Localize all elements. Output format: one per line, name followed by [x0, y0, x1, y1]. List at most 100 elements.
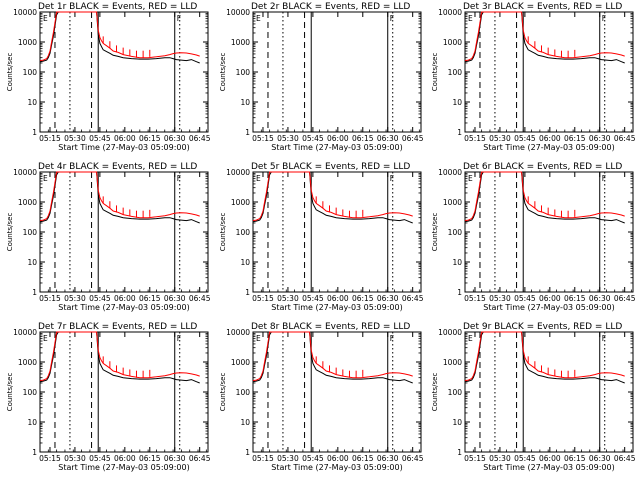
- x-tick-label: 06:45: [402, 134, 424, 143]
- region-tag: E: [43, 14, 48, 23]
- y-tick-label: 1000: [443, 358, 462, 367]
- x-tick-label: 06:30: [164, 294, 186, 303]
- x-axis-label: Start Time (27-May-03 05:09:00): [483, 303, 614, 312]
- x-tick-label: 05:30: [277, 454, 299, 463]
- series-lld-line: [39, 171, 200, 222]
- x-axis-label: Start Time (27-May-03 05:09:00): [58, 143, 189, 152]
- x-tick-label: 05:30: [489, 454, 511, 463]
- x-tick-label: 05:15: [39, 454, 61, 463]
- series-events-line: [252, 171, 413, 224]
- y-tick-label: 1: [245, 128, 250, 137]
- y-tick-label: 100: [236, 388, 251, 397]
- x-tick-label: 05:45: [302, 134, 324, 143]
- x-axis-label: Start Time (27-May-03 05:09:00): [271, 303, 402, 312]
- x-tick-label: 05:30: [277, 134, 299, 143]
- y-tick-label: 1000: [18, 358, 37, 367]
- y-tick-label: 1000: [443, 38, 462, 47]
- x-tick-label: 05:15: [39, 134, 61, 143]
- x-tick-label: 05:45: [514, 454, 536, 463]
- y-tick-label: 100: [448, 388, 463, 397]
- y-tick-label: 10: [452, 258, 462, 267]
- region-tag: E: [468, 174, 473, 183]
- x-tick-label: 06:30: [377, 294, 399, 303]
- x-tick-label: 06:45: [189, 454, 211, 463]
- x-tick-label: 05:45: [514, 294, 536, 303]
- panel-title: Det 3r BLACK = Events, RED = LLD: [463, 2, 622, 12]
- plot-frame: [464, 171, 634, 293]
- chart-panel-1: Det 1r BLACK = Events, RED = LLD10000100…: [6, 2, 211, 152]
- y-tick-label: 10000: [13, 168, 37, 177]
- x-tick-label: 06:15: [139, 454, 161, 463]
- y-axis-label: Counts/sec: [219, 53, 227, 92]
- x-tick-label: 05:15: [464, 134, 486, 143]
- y-tick-label: 100: [448, 228, 463, 237]
- panel-title: Det 7r BLACK = Events, RED = LLD: [38, 322, 197, 332]
- y-axis-label: Counts/sec: [431, 213, 439, 252]
- region-tag: E: [256, 334, 261, 343]
- x-axis-label: Start Time (27-May-03 05:09:00): [58, 303, 189, 312]
- x-tick-label: 06:15: [139, 134, 161, 143]
- x-tick-label: 06:15: [564, 454, 586, 463]
- y-tick-label: 1000: [231, 38, 250, 47]
- x-axis-label: Start Time (27-May-03 05:09:00): [483, 463, 614, 472]
- y-tick-label: 10000: [226, 168, 250, 177]
- x-tick-label: 06:00: [539, 134, 561, 143]
- x-tick-label: 05:30: [64, 134, 86, 143]
- plot-frame: [464, 11, 634, 133]
- y-axis-label: Counts/sec: [219, 213, 227, 252]
- y-tick-label: 10000: [13, 328, 37, 337]
- region-tag: E: [43, 334, 48, 343]
- series-events-line: [252, 331, 413, 384]
- x-tick-label: 05:30: [489, 294, 511, 303]
- x-tick-label: 05:30: [64, 294, 86, 303]
- chart-panel-2: Det 2r BLACK = Events, RED = LLD10000100…: [219, 2, 424, 152]
- y-tick-label: 100: [448, 68, 463, 77]
- x-tick-label: 05:15: [39, 294, 61, 303]
- x-tick-label: 05:45: [302, 454, 324, 463]
- x-tick-label: 06:45: [402, 454, 424, 463]
- region-tag: F: [602, 174, 606, 183]
- x-tick-label: 06:30: [589, 454, 611, 463]
- y-tick-label: 1: [457, 448, 462, 457]
- x-tick-label: 06:15: [564, 294, 586, 303]
- y-tick-label: 100: [236, 68, 251, 77]
- x-tick-label: 06:00: [114, 294, 136, 303]
- series-lld-line: [464, 171, 625, 222]
- y-axis-label: Counts/sec: [6, 373, 14, 412]
- y-tick-label: 1: [245, 288, 250, 297]
- series-events-line: [39, 11, 200, 64]
- region-tag: E: [43, 174, 48, 183]
- y-tick-label: 1: [245, 448, 250, 457]
- series-events-line: [464, 331, 625, 384]
- y-tick-label: 10: [27, 258, 37, 267]
- y-tick-label: 10: [27, 418, 37, 427]
- region-tag: F: [390, 334, 394, 343]
- x-tick-label: 06:15: [564, 134, 586, 143]
- panel-title: Det 6r BLACK = Events, RED = LLD: [463, 162, 622, 172]
- chart-panel-3: Det 3r BLACK = Events, RED = LLD10000100…: [431, 2, 636, 152]
- x-tick-label: 06:00: [327, 294, 349, 303]
- series-lld-line: [252, 331, 413, 382]
- region-tag: F: [602, 14, 606, 23]
- x-axis-label: Start Time (27-May-03 05:09:00): [271, 463, 402, 472]
- y-tick-label: 10000: [13, 8, 37, 17]
- panel-title: Det 2r BLACK = Events, RED = LLD: [251, 2, 410, 12]
- y-axis-label: Counts/sec: [431, 373, 439, 412]
- y-axis-label: Counts/sec: [6, 53, 14, 92]
- x-tick-label: 06:30: [164, 454, 186, 463]
- x-tick-label: 06:45: [189, 294, 211, 303]
- x-tick-label: 05:15: [252, 454, 274, 463]
- y-tick-label: 10: [240, 418, 250, 427]
- region-tag: F: [177, 14, 181, 23]
- y-tick-label: 10: [240, 98, 250, 107]
- y-tick-label: 1: [457, 128, 462, 137]
- x-tick-label: 06:00: [327, 134, 349, 143]
- x-tick-label: 06:45: [614, 294, 636, 303]
- y-tick-label: 10: [27, 98, 37, 107]
- x-tick-label: 06:45: [614, 454, 636, 463]
- plot-frame: [464, 331, 634, 453]
- series-lld-line: [464, 331, 625, 382]
- y-tick-label: 10: [452, 418, 462, 427]
- chart-panel-6: Det 6r BLACK = Events, RED = LLD10000100…: [431, 162, 636, 312]
